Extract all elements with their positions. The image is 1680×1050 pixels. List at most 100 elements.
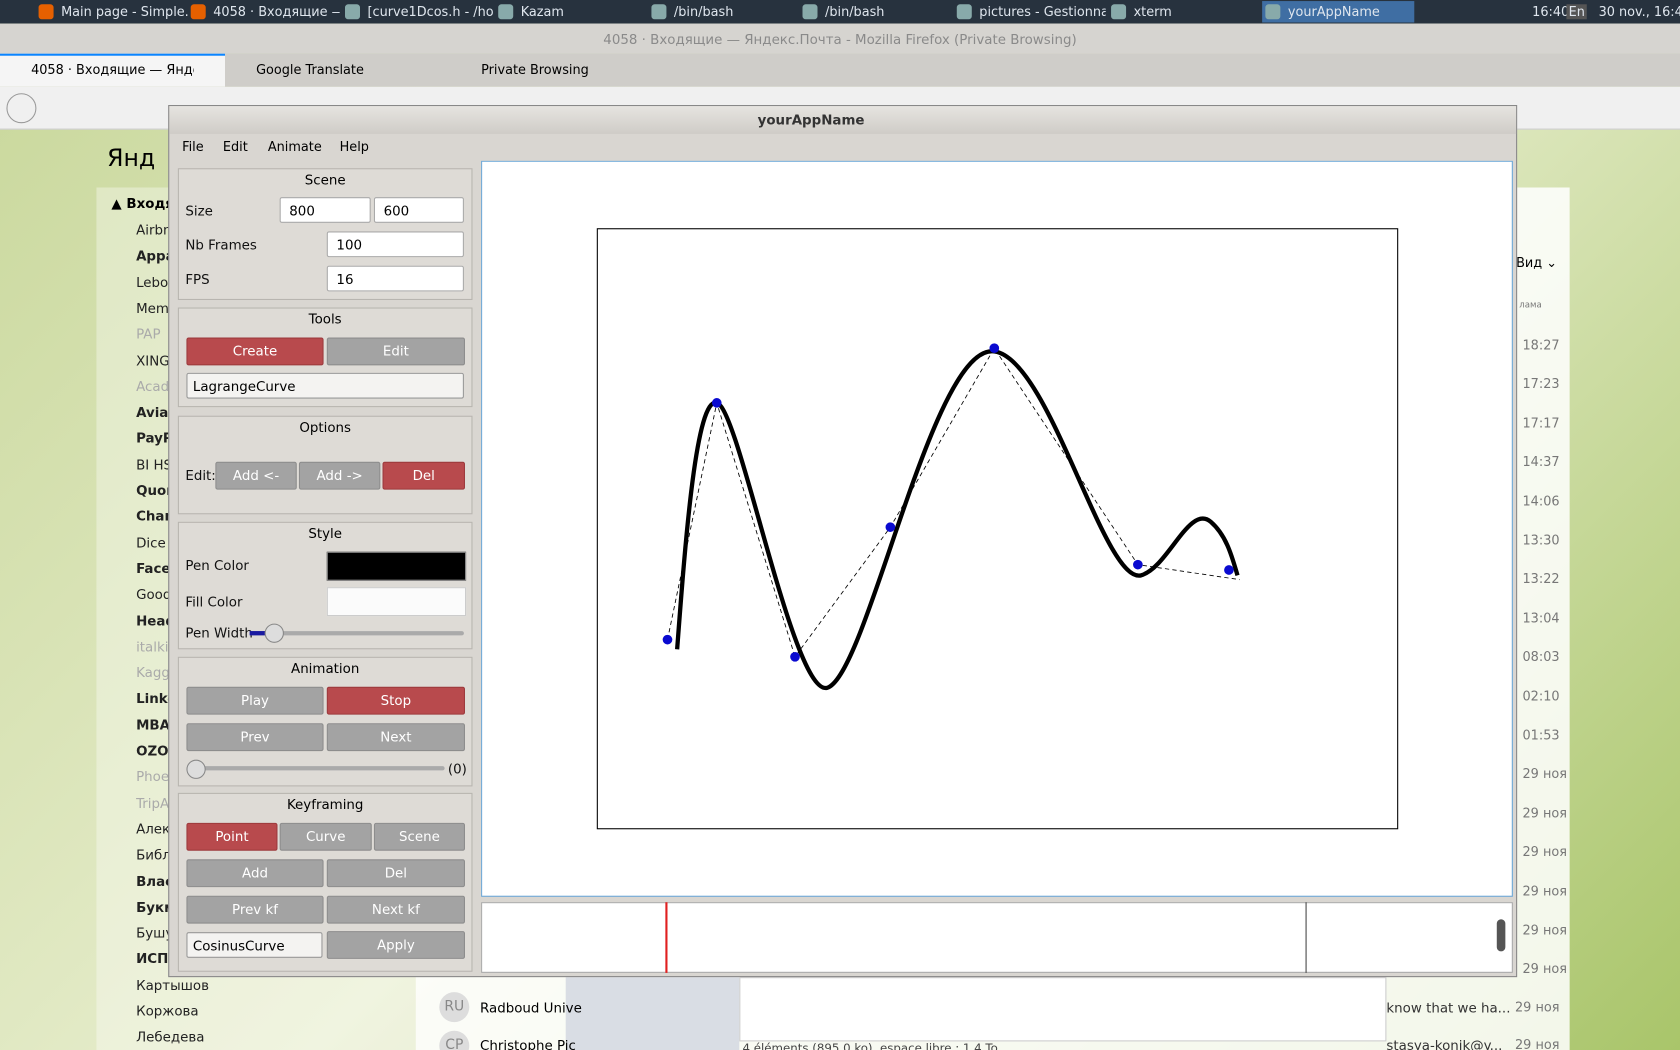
control-point[interactable] bbox=[885, 522, 896, 532]
curve-select[interactable]: LagrangeCurve bbox=[186, 372, 464, 399]
next-kf-button[interactable]: Next kf bbox=[326, 895, 466, 924]
task-button[interactable]: [curve1Dcos.h - /ho... bbox=[367, 4, 494, 20]
back-button[interactable] bbox=[6, 93, 37, 124]
panel-title: Tools bbox=[308, 310, 342, 327]
sender[interactable]: Коржова bbox=[136, 1002, 199, 1019]
delete-button[interactable]: Del bbox=[326, 859, 466, 888]
task-button[interactable]: xterm bbox=[1133, 4, 1172, 20]
sender[interactable]: Kagg bbox=[136, 664, 170, 681]
slider-handle[interactable] bbox=[186, 759, 206, 779]
prev-button[interactable]: Prev bbox=[186, 723, 324, 752]
create-button[interactable]: Create bbox=[186, 337, 324, 366]
sender[interactable]: Phoe bbox=[136, 768, 170, 785]
control-point[interactable] bbox=[711, 398, 722, 408]
sender[interactable]: ИСП bbox=[136, 950, 169, 967]
tab[interactable] bbox=[0, 53, 226, 87]
sender[interactable]: Chan bbox=[136, 508, 175, 525]
task-button[interactable]: /bin/bash bbox=[673, 4, 734, 20]
sender[interactable]: Head bbox=[136, 612, 175, 629]
task-button[interactable]: pictures - Gestionna... bbox=[979, 4, 1105, 20]
sender[interactable]: Букм bbox=[136, 898, 176, 915]
next-button[interactable]: Next bbox=[326, 723, 466, 752]
sender[interactable]: Лебедева bbox=[136, 1028, 205, 1045]
task-button[interactable]: Main page - Simple... bbox=[61, 4, 188, 20]
sender[interactable]: PAP bbox=[136, 325, 161, 342]
scene-canvas[interactable] bbox=[481, 160, 1514, 898]
lang[interactable]: En bbox=[1566, 4, 1587, 20]
time: 14:06 bbox=[1522, 493, 1560, 509]
menu-item[interactable]: File bbox=[182, 139, 204, 155]
sender[interactable]: Алек bbox=[136, 820, 171, 837]
window-title: 4058 · Входящие — Яндекс.Почта - Mozilla… bbox=[603, 31, 1077, 48]
task-button[interactable]: /bin/bash bbox=[825, 4, 885, 20]
width-input[interactable]: 800 bbox=[279, 197, 371, 223]
sender[interactable]: Влас bbox=[136, 872, 174, 889]
control-point[interactable] bbox=[662, 634, 673, 645]
time: 29 ноя bbox=[1522, 922, 1567, 938]
menu-item[interactable]: Edit bbox=[222, 139, 248, 155]
sender[interactable]: Avias bbox=[136, 404, 177, 421]
task-button[interactable]: Kazam bbox=[520, 4, 564, 20]
height-input[interactable]: 600 bbox=[373, 197, 464, 223]
time: 13:22 bbox=[1522, 571, 1560, 587]
play-button[interactable]: Play bbox=[186, 686, 324, 715]
control-point[interactable] bbox=[1224, 565, 1234, 575]
apply-button[interactable]: Apply bbox=[326, 931, 466, 959]
fps-input[interactable]: 16 bbox=[326, 265, 464, 292]
sender[interactable]: Бушу bbox=[136, 924, 174, 941]
sender[interactable]: Quor bbox=[136, 482, 173, 499]
sender[interactable]: Dice bbox=[136, 534, 166, 551]
sender[interactable]: XING bbox=[136, 351, 170, 369]
tab-title[interactable]: Private Browsing bbox=[481, 62, 589, 78]
interp-select[interactable]: CosinusCurve bbox=[186, 932, 323, 958]
sender[interactable]: PayP bbox=[136, 430, 173, 447]
menu-item[interactable]: Animate bbox=[267, 139, 322, 155]
sender[interactable]: TripA bbox=[136, 794, 170, 811]
curve-button[interactable]: Curve bbox=[279, 822, 372, 851]
sender[interactable]: Библ bbox=[136, 846, 171, 863]
scrollbar[interactable] bbox=[1496, 919, 1506, 952]
sender[interactable]: Картышов bbox=[136, 976, 210, 993]
sender[interactable]: Appa bbox=[136, 247, 175, 264]
panel-title: Keyframing bbox=[286, 796, 364, 813]
fill-color-swatch[interactable] bbox=[326, 587, 467, 617]
prev-kf-button[interactable]: Prev kf bbox=[186, 895, 324, 924]
snippet[interactable]: know that we ha... bbox=[1386, 999, 1511, 1016]
timeline[interactable] bbox=[481, 902, 1514, 974]
control-point[interactable] bbox=[790, 651, 800, 662]
control-point[interactable] bbox=[1133, 559, 1143, 570]
tab-title[interactable]: Google Translate bbox=[256, 62, 364, 78]
sender[interactable]: Good bbox=[136, 586, 172, 603]
edit-button[interactable]: Edit bbox=[326, 337, 466, 366]
delete-button[interactable]: Del bbox=[382, 461, 466, 490]
view-menu[interactable]: Вид ⌄ bbox=[1516, 255, 1558, 271]
scene-button[interactable]: Scene bbox=[373, 822, 466, 851]
sender[interactable]: Lebor bbox=[136, 273, 174, 290]
pen-color-swatch[interactable] bbox=[326, 551, 467, 581]
tools-panel: Tools Create Edit LagrangeCurve bbox=[177, 307, 473, 408]
sender[interactable]: Linke bbox=[136, 690, 177, 707]
menu-item[interactable]: Help bbox=[339, 139, 369, 155]
sender[interactable]: Christophe Pic bbox=[480, 1037, 576, 1050]
task-button[interactable]: 4058 · Входящие —... bbox=[213, 4, 339, 20]
sender[interactable]: MBA bbox=[136, 716, 170, 733]
sender[interactable]: Facel bbox=[136, 560, 176, 577]
point-button[interactable]: Point bbox=[186, 822, 278, 851]
sender[interactable]: Mem bbox=[136, 299, 169, 316]
frames-input[interactable]: 100 bbox=[326, 231, 464, 258]
stop-button[interactable]: Stop bbox=[326, 686, 466, 715]
add-after-button[interactable]: Add -> bbox=[298, 461, 381, 490]
sender[interactable]: Radboud Unive bbox=[480, 999, 582, 1016]
add-button[interactable]: Add bbox=[186, 859, 324, 888]
tab-title[interactable]: 4058 · Входящие — Яндекс.П bbox=[31, 62, 194, 78]
time: 13:30 bbox=[1522, 532, 1560, 548]
sender[interactable]: Acad bbox=[136, 377, 170, 395]
add-before-button[interactable]: Add <- bbox=[215, 461, 297, 490]
slider-handle[interactable] bbox=[264, 623, 284, 643]
sender[interactable]: italki bbox=[136, 638, 169, 655]
control-point[interactable] bbox=[989, 343, 1000, 354]
task-button[interactable]: yourAppName bbox=[1287, 4, 1380, 20]
snippet[interactable]: stasya-konik@y... bbox=[1386, 1037, 1503, 1050]
sender[interactable]: Airbn bbox=[136, 221, 172, 238]
sender[interactable]: BI HS bbox=[136, 456, 173, 473]
